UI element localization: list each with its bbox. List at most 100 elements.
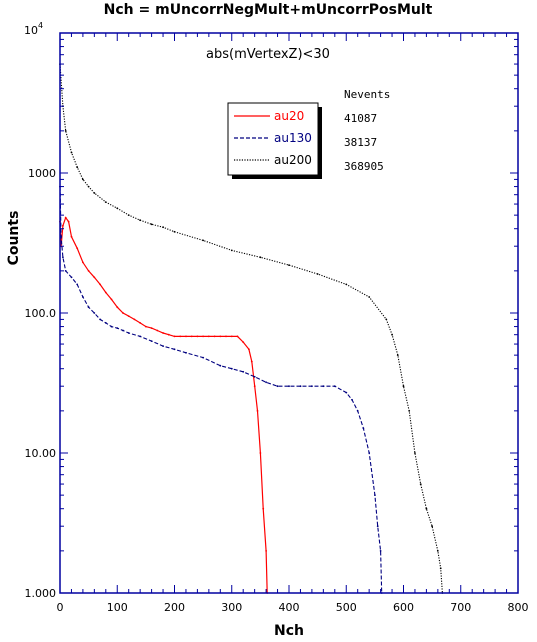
data-point-au200 xyxy=(396,354,399,356)
data-point-au200 xyxy=(439,567,442,570)
data-point-au200 xyxy=(419,483,422,485)
data-point-au200 xyxy=(139,219,142,222)
data-point-au20 xyxy=(139,322,142,324)
data-point-au200 xyxy=(173,230,176,233)
x-tick-label: 200 xyxy=(164,601,185,614)
data-point-au130 xyxy=(64,270,67,272)
data-point-au130 xyxy=(76,283,79,286)
data-point-au130 xyxy=(242,370,245,373)
x-tick-label: 600 xyxy=(393,601,414,614)
data-point-au130 xyxy=(351,398,353,401)
data-point-au130 xyxy=(253,375,256,378)
data-point-au20 xyxy=(133,318,136,321)
data-point-au130 xyxy=(122,329,124,332)
x-tick-label: 800 xyxy=(508,601,529,614)
data-point-au200 xyxy=(116,207,119,210)
data-point-au20 xyxy=(230,335,233,338)
data-point-au20 xyxy=(259,452,262,454)
data-point-au130 xyxy=(376,525,379,528)
data-point-au20 xyxy=(70,235,73,238)
data-point-au20 xyxy=(99,283,101,286)
y-axis-label: Counts xyxy=(6,211,22,266)
data-point-au130 xyxy=(345,391,348,394)
nevents-au130: 38137 xyxy=(344,136,377,149)
vertex-cut-annotation: abs(mVertexZ)<30 xyxy=(206,47,330,62)
data-point-au20 xyxy=(173,335,176,338)
data-point-au130 xyxy=(368,452,371,454)
data-point-au20 xyxy=(196,335,199,338)
data-point-au20 xyxy=(256,410,259,412)
data-point-au20 xyxy=(265,550,267,552)
data-point-au200 xyxy=(76,166,79,169)
data-point-au130 xyxy=(219,364,222,367)
data-point-au200 xyxy=(436,550,439,552)
data-point-au20 xyxy=(82,261,84,264)
legend-label-au200: au200 xyxy=(274,153,312,167)
data-point-au20 xyxy=(116,306,119,309)
data-point-au130 xyxy=(110,325,113,328)
data-point-au200 xyxy=(345,283,348,286)
data-point-au130 xyxy=(70,276,73,279)
x-tick-label: 500 xyxy=(336,601,357,614)
data-point-au20 xyxy=(202,335,205,338)
data-point-au20 xyxy=(262,507,265,510)
data-point-au130 xyxy=(356,410,359,412)
data-point-au20 xyxy=(219,335,222,338)
x-tick-label: 100 xyxy=(107,601,128,614)
legend-label-au130: au130 xyxy=(274,131,312,145)
nevents-au20: 41087 xyxy=(344,112,377,125)
data-point-au20 xyxy=(236,335,239,338)
data-point-au130 xyxy=(379,550,382,552)
data-point-au20 xyxy=(145,325,147,328)
data-point-au200 xyxy=(150,223,153,226)
data-point-au20 xyxy=(62,224,64,227)
data-point-au130 xyxy=(202,356,205,359)
data-point-au130 xyxy=(322,385,325,388)
data-point-au20 xyxy=(122,312,124,314)
data-point-au130 xyxy=(116,327,119,329)
nevents-header: Nevents xyxy=(344,88,390,101)
data-point-au20 xyxy=(253,385,256,388)
data-point-au130 xyxy=(311,385,313,388)
data-point-au20 xyxy=(110,298,113,301)
nevents-au200: 368905 xyxy=(344,160,384,173)
data-point-au20 xyxy=(104,291,107,294)
legend-label-au20: au20 xyxy=(274,109,304,123)
data-point-au130 xyxy=(162,345,165,347)
data-point-au130 xyxy=(99,318,101,321)
data-point-au200 xyxy=(414,452,416,454)
x-axis: 0 100 200 300 400 500 600 700 800 xyxy=(57,33,529,614)
legend-box xyxy=(227,102,319,176)
data-point-au130 xyxy=(230,367,233,370)
data-point-au130 xyxy=(87,306,90,309)
y-tick-label: 100.0 xyxy=(25,307,57,320)
data-point-au130 xyxy=(93,312,96,314)
y-tick-label-top: 104 xyxy=(24,21,43,37)
data-point-au200 xyxy=(316,273,319,275)
y-tick-label: 1.000 xyxy=(25,587,57,600)
data-point-au20 xyxy=(250,360,253,363)
x-axis-label: Nch xyxy=(274,623,304,639)
data-point-au200 xyxy=(127,214,130,217)
data-point-au20 xyxy=(93,276,96,279)
data-point-au200 xyxy=(425,507,428,510)
x-tick-label: 300 xyxy=(221,601,242,614)
y-axis: 1.000 10.00 100.0 1000 xyxy=(25,32,518,600)
data-point-au20 xyxy=(87,270,90,272)
data-point-au200 xyxy=(391,333,393,336)
data-point-au20 xyxy=(156,329,159,332)
data-point-au20 xyxy=(242,341,245,343)
data-point-au130 xyxy=(62,256,64,259)
y-tick-label: 10.00 xyxy=(25,447,57,460)
data-point-au20 xyxy=(190,335,193,338)
y-tick-top-base: 10 xyxy=(24,24,38,37)
y-tick-label: 1000 xyxy=(28,167,56,180)
data-point-au20 xyxy=(76,247,79,250)
data-point-au20 xyxy=(162,332,165,334)
data-point-au20 xyxy=(67,220,70,223)
data-point-au200 xyxy=(385,318,388,321)
data-point-au20 xyxy=(179,335,182,338)
data-point-au200 xyxy=(368,296,371,298)
data-point-au200 xyxy=(87,185,90,188)
data-point-au130 xyxy=(276,385,279,388)
